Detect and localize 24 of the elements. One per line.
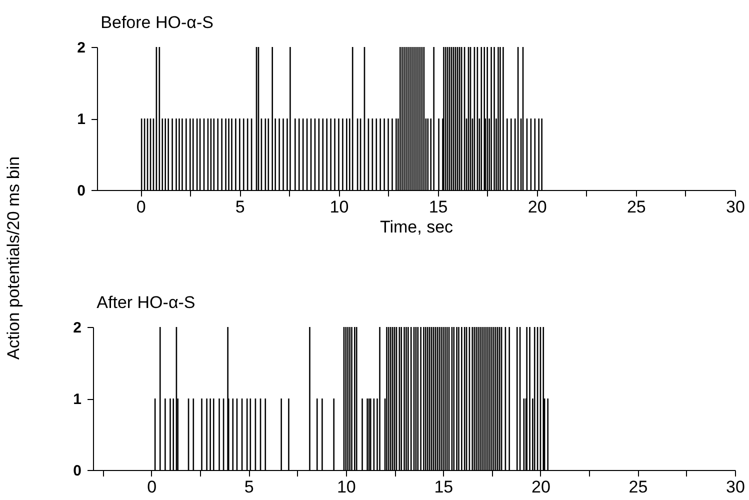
- x-tick-label: 20: [531, 478, 550, 496]
- x-tick-label: 0: [136, 198, 146, 216]
- x-tick-label: 30: [726, 478, 745, 496]
- y-tick-label: 2: [77, 40, 86, 56]
- x-tick-label: 10: [336, 478, 356, 496]
- y-tick-label: 1: [77, 111, 86, 128]
- x-tick-label: 25: [626, 198, 646, 216]
- y-tick-label: 1: [73, 391, 82, 408]
- chart-title: After HO-α-S: [96, 293, 196, 312]
- chart-title: Before HO-α-S: [100, 13, 214, 32]
- x-tick-label: 10: [330, 198, 349, 216]
- x-axis-title: Time, sec: [380, 218, 454, 236]
- y-tick-label: 0: [73, 462, 82, 480]
- x-tick-label: 20: [528, 198, 547, 216]
- y-tick-label: 2: [73, 320, 82, 336]
- y-axis-title: Action potentials/20 ms bin: [4, 156, 24, 360]
- x-tick-label: 15: [428, 198, 448, 216]
- x-tick-label: 15: [434, 478, 454, 496]
- x-tick-label: 25: [628, 478, 648, 496]
- y-tick-label: 0: [77, 182, 86, 200]
- x-tick-label: 5: [244, 478, 254, 496]
- x-tick-label: 5: [235, 198, 245, 216]
- x-tick-label: 0: [147, 478, 157, 496]
- x-tick-label: 30: [726, 198, 745, 216]
